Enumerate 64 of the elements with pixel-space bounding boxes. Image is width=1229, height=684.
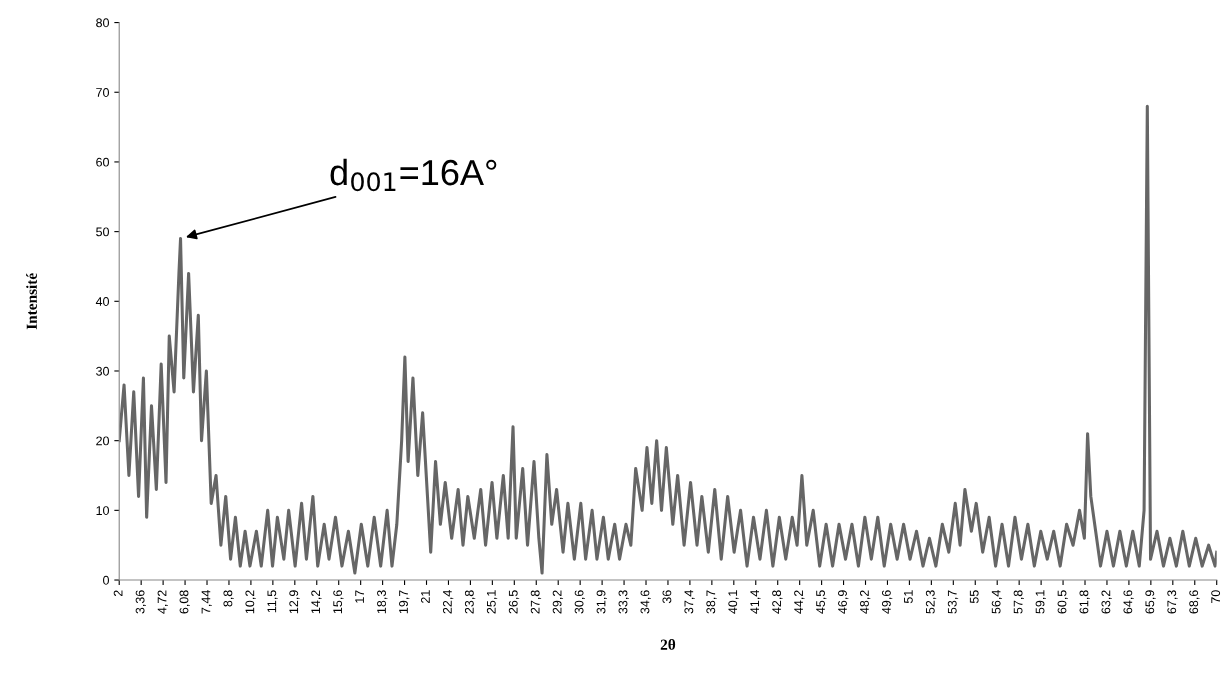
annotation: d$_{001}$=16A° <box>330 158 497 192</box>
line-series <box>119 104 1217 575</box>
y-tick-label: 40 <box>95 297 109 306</box>
x-tick-label: 31,9 <box>596 590 607 614</box>
x-tick-label: 55 <box>969 590 979 604</box>
x-tick-label: 46,9 <box>838 590 849 614</box>
x-axis-title: 2θ <box>660 639 676 650</box>
y-tick-label: 20 <box>96 436 109 446</box>
x-tick-label: 14,2 <box>311 590 322 614</box>
y-tick-label: 60 <box>96 157 109 167</box>
x-tick-label: 70 <box>1211 590 1221 604</box>
x-tick-label: 52,3 <box>925 590 937 614</box>
x-tick-label: 44,2 <box>794 590 805 614</box>
x-tick-label: 29,2 <box>552 590 564 614</box>
x-tick-label: 41,4 <box>750 590 761 614</box>
x-tick-label: 22,4 <box>442 590 454 614</box>
x-tick-label: 42,8 <box>772 590 783 614</box>
y-tick-label: 30 <box>96 366 109 376</box>
x-tick-label: 25,1 <box>486 590 498 614</box>
y-tick-label: 80 <box>96 18 109 28</box>
x-tick-label: 18,3 <box>377 590 388 614</box>
x-tick-label: 4,72 <box>157 590 168 614</box>
x-tick-label: 10,2 <box>245 590 256 614</box>
y-tick-label: 0 <box>103 575 109 585</box>
x-tick-label: 8,8 <box>223 590 234 607</box>
x-tick-label: 63,2 <box>1101 590 1112 614</box>
x-tick-label: 27,8 <box>530 590 542 614</box>
x-tick-label: 12,9 <box>289 590 300 614</box>
x-tick-label: 26,5 <box>508 590 520 614</box>
x-tick-label: 61,8 <box>1079 590 1090 614</box>
x-tick-label: 3,36 <box>135 590 146 614</box>
x-tick-label: 17 <box>355 590 364 603</box>
x-tick-label: 57,8 <box>1013 590 1024 614</box>
x-tick-label: 49,6 <box>881 590 893 614</box>
x-tick-label: 33,3 <box>618 590 629 614</box>
x-tick-label: 51 <box>904 590 913 604</box>
x-tick-label: 37,4 <box>684 590 695 614</box>
y-tick-label: 50 <box>96 227 109 237</box>
x-tick-label: 7,44 <box>201 590 212 614</box>
x-tick-label: 11,5 <box>267 590 278 613</box>
x-tick-label: 38,7 <box>706 590 717 614</box>
x-tick-label: 65,9 <box>1145 590 1156 614</box>
x-tick-label: 34,6 <box>640 590 651 614</box>
x-tick-label: 6,08 <box>179 590 190 614</box>
x-tick-label: 60,5 <box>1057 590 1068 614</box>
x-tick-label: 56,4 <box>991 590 1003 614</box>
x-tick-label: 59,1 <box>1035 590 1046 614</box>
x-tick-label: 68,6 <box>1189 590 1200 614</box>
x-tick-label: 48,2 <box>860 590 871 614</box>
y-axis-title: Intensité <box>26 273 37 330</box>
x-tick-label: 53,7 <box>947 590 959 614</box>
x-tick-label: 19,7 <box>399 590 410 614</box>
x-tick-label: 36 <box>662 590 672 604</box>
y-tick-label: 10 <box>96 506 109 515</box>
x-tick-label: 15,6 <box>333 590 344 614</box>
x-tick-label: 64,6 <box>1123 590 1134 614</box>
x-tick-label: 40,1 <box>728 590 739 614</box>
x-tick-label: 2 <box>113 590 123 597</box>
x-tick-label: 45,5 <box>816 590 827 614</box>
x-tick-label: 30,6 <box>574 590 585 614</box>
y-tick-label: 70 <box>96 88 109 97</box>
x-tick-label: 23,8 <box>464 590 476 614</box>
x-tick-label: 67,3 <box>1167 590 1178 614</box>
x-tick-label: 21 <box>421 590 430 604</box>
